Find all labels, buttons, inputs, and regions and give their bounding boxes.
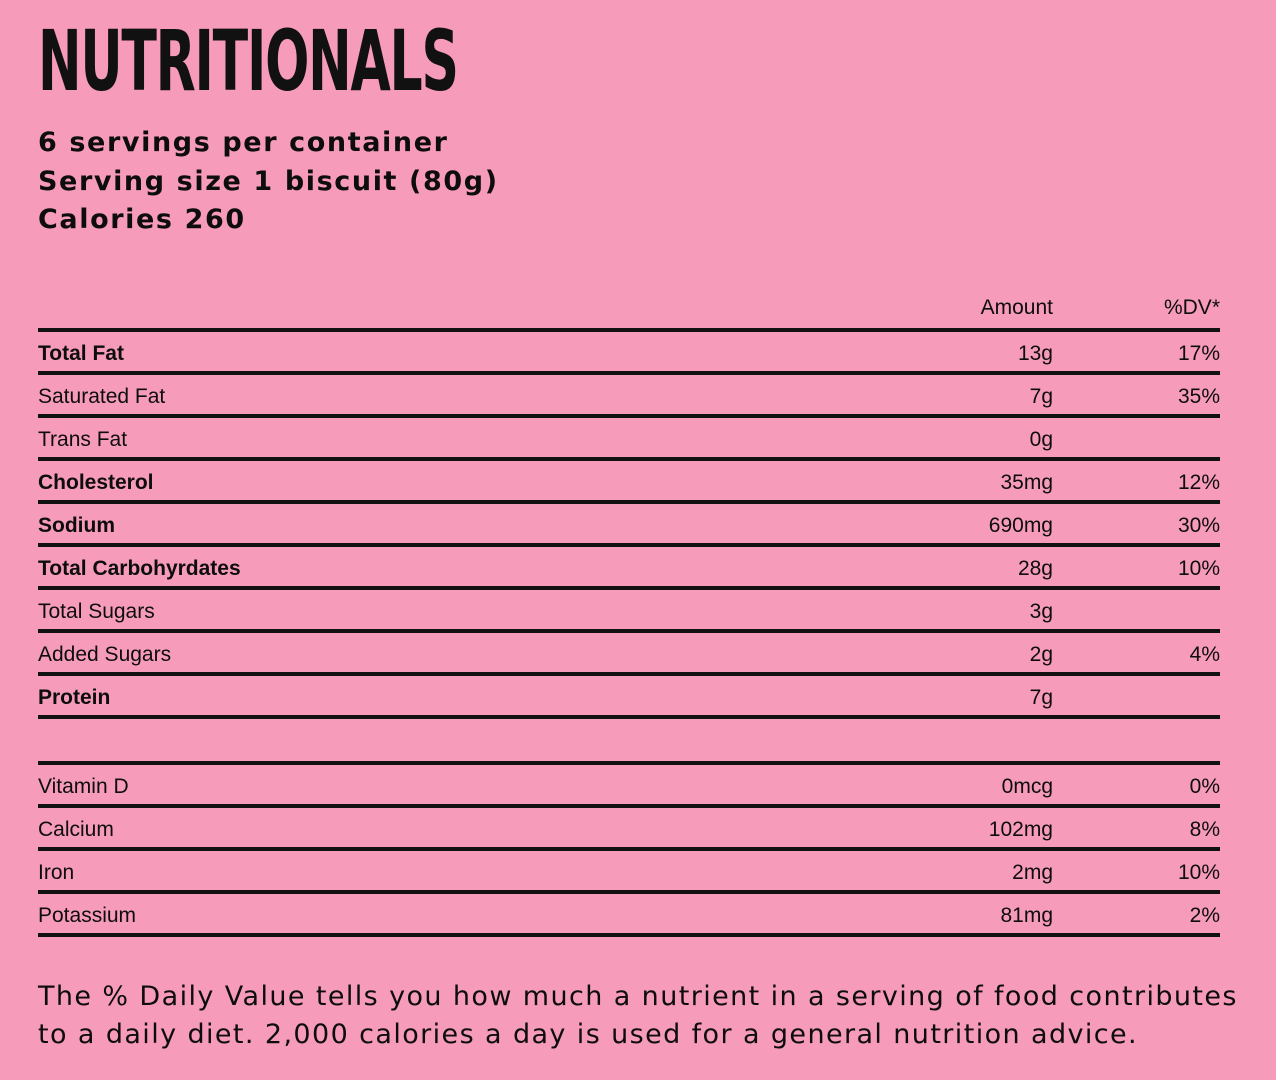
- vitamin-dv: 2%: [1189, 904, 1220, 927]
- nutrient-name: Added Sugars: [38, 643, 172, 666]
- nutrient-amount: 35mg: [1000, 471, 1053, 494]
- vitamin-row-calcium: Calcium 102mg 8%: [38, 808, 1220, 851]
- nutrient-name: Trans Fat: [38, 428, 128, 451]
- table-header-row: Amount %DV*: [38, 286, 1220, 332]
- nutrient-row-added-sugars: Added Sugars 2g 4%: [38, 633, 1220, 676]
- dv-column-header: %DV*: [1163, 296, 1220, 319]
- nutrient-amount: 0g: [1029, 428, 1053, 451]
- nutrient-amount: 3g: [1029, 600, 1053, 623]
- nutrient-amount: 690mg: [988, 514, 1053, 537]
- nutrition-table: Amount %DV* Total Fat 13g 17% Saturated …: [38, 286, 1220, 937]
- vitamin-name: Vitamin D: [38, 775, 129, 798]
- vitamin-dv: 8%: [1189, 818, 1220, 841]
- nutrient-amount: 2g: [1029, 643, 1053, 666]
- vitamin-row-iron: Iron 2mg 10%: [38, 851, 1220, 894]
- vitamin-name: Potassium: [38, 904, 137, 927]
- nutrient-amount: 13g: [1017, 342, 1053, 365]
- nutrient-amount: 7g: [1029, 686, 1053, 709]
- nutrient-amount: 7g: [1029, 385, 1053, 408]
- nutrient-name: Total Fat: [38, 342, 124, 365]
- nutrient-dv: 35%: [1177, 385, 1220, 408]
- table-divider: [38, 719, 1220, 765]
- nutrient-name: Cholesterol: [38, 471, 154, 494]
- serving-size: Serving size 1 biscuit (80g): [38, 165, 499, 197]
- nutrient-row-total-sugars: Total Sugars 3g: [38, 590, 1220, 633]
- nutrient-row-protein: Protein 7g: [38, 676, 1220, 719]
- vitamin-amount: 0mcg: [1001, 775, 1053, 798]
- nutrient-name: Sodium: [38, 514, 115, 537]
- vitamin-dv: 10%: [1177, 861, 1220, 884]
- vitamin-name: Iron: [38, 861, 75, 884]
- page-title: NUTRITIONALS: [38, 12, 459, 110]
- serving-info: 6 servings per container Serving size 1 …: [38, 124, 499, 240]
- nutrient-dv: 30%: [1177, 514, 1220, 537]
- nutrient-dv: 17%: [1177, 342, 1220, 365]
- nutrient-row-sodium: Sodium 690mg 30%: [38, 504, 1220, 547]
- vitamin-name: Calcium: [38, 818, 114, 841]
- nutrient-name: Total Sugars: [38, 600, 155, 623]
- vitamin-amount: 2mg: [1012, 861, 1053, 884]
- nutrient-name: Saturated Fat: [38, 385, 166, 408]
- amount-column-header: Amount: [980, 296, 1053, 319]
- servings-per-container: 6 servings per container: [38, 127, 449, 158]
- vitamin-dv: 0%: [1189, 775, 1220, 798]
- nutrient-row-trans-fat: Trans Fat 0g: [38, 418, 1220, 461]
- nutrient-row-total-carbohydrates: Total Carbohyrdates 28g 10%: [38, 547, 1220, 590]
- nutrient-dv: 10%: [1177, 557, 1220, 580]
- nutrient-row-total-fat: Total Fat 13g 17%: [38, 332, 1220, 375]
- nutrient-amount: 28g: [1017, 557, 1053, 580]
- vitamin-amount: 81mg: [1000, 904, 1053, 927]
- daily-value-footnote: The % Daily Value tells you how much a n…: [38, 981, 1238, 1050]
- nutrient-row-saturated-fat: Saturated Fat 7g 35%: [38, 375, 1220, 418]
- calories: Calories 260: [38, 204, 246, 235]
- vitamin-row-vitamin-d: Vitamin D 0mcg 0%: [38, 765, 1220, 808]
- vitamin-amount: 102mg: [988, 818, 1053, 841]
- nutrient-name: Total Carbohyrdates: [38, 557, 241, 580]
- nutrient-row-cholesterol: Cholesterol 35mg 12%: [38, 461, 1220, 504]
- vitamin-row-potassium: Potassium 81mg 2%: [38, 894, 1220, 937]
- nutrient-dv: 12%: [1177, 471, 1220, 494]
- nutrient-dv: 4%: [1189, 643, 1220, 666]
- nutrient-name: Protein: [38, 686, 111, 709]
